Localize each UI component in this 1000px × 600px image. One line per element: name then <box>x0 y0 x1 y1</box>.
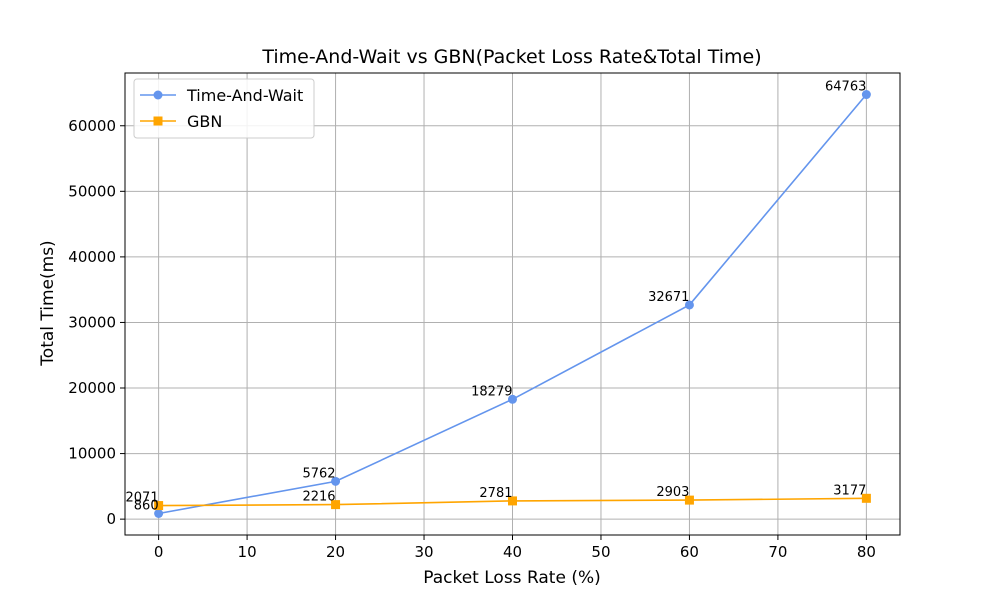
gbn-data-label: 2216 <box>302 490 335 505</box>
time-and-wait-data-label: 5762 <box>302 466 335 481</box>
x-tick-label: 50 <box>591 543 610 561</box>
gbn-point <box>508 496 517 506</box>
gbn-data-label: 2903 <box>656 485 689 500</box>
chart-title: Time-And-Wait vs GBN(Packet Loss Rate&To… <box>261 46 761 68</box>
gbn-data-label: 2781 <box>479 486 512 501</box>
y-tick-label: 60000 <box>68 117 116 135</box>
grid <box>125 73 900 535</box>
x-tick-label: 10 <box>238 543 257 561</box>
time-and-wait-point <box>331 476 341 486</box>
x-tick-label: 60 <box>680 543 699 561</box>
time-and-wait-data-label: 18279 <box>471 384 512 399</box>
gbn-legend-label: GBN <box>187 112 222 131</box>
x-tick-label: 0 <box>154 543 164 561</box>
legend: Time-And-Wait GBN <box>133 78 315 139</box>
gbn-legend-marker <box>153 116 163 126</box>
x-tick-label: 40 <box>503 543 522 561</box>
time-and-wait-legend-label: Time-And-Wait <box>186 86 303 105</box>
y-tick-label: 30000 <box>68 313 116 331</box>
time-and-wait-data-label: 860 <box>134 499 159 514</box>
time-and-wait-point <box>154 509 164 519</box>
x-axis-label: Packet Loss Rate (%) <box>423 568 601 588</box>
y-tick-label: 50000 <box>68 182 116 200</box>
x-tick-label: 30 <box>414 543 433 561</box>
y-tick-label: 10000 <box>68 445 116 463</box>
time-and-wait-point <box>861 90 871 100</box>
time-and-wait-data-label: 32671 <box>648 290 689 305</box>
gbn-point <box>861 493 871 503</box>
legend-box <box>133 78 315 139</box>
x-tick-label: 70 <box>768 543 787 561</box>
axis-ticks: 0 10 20 30 40 50 60 70 80 0 10000 20000 30000 40000 50… <box>68 117 876 561</box>
y-tick-label: 0 <box>106 510 116 528</box>
time-and-wait-legend-marker <box>153 90 163 100</box>
time-and-wait-point <box>684 300 694 310</box>
x-tick-label: 80 <box>857 543 876 561</box>
gbn-data-label: 3177 <box>833 483 866 498</box>
x-tick-label: 20 <box>326 543 345 561</box>
gbn-data-label: 2071 <box>126 491 159 506</box>
y-tick-label: 40000 <box>68 248 116 266</box>
y-axis-label: Total Time(ms) <box>38 240 58 366</box>
y-tick-label: 20000 <box>68 379 116 397</box>
data-labels: 860 5762 18279 32671 64763 2071 2216 2781 2903 31… <box>126 80 867 514</box>
gbn-point <box>684 495 694 505</box>
gbn-point <box>154 501 164 511</box>
gbn-point <box>331 500 341 510</box>
series-layer <box>154 90 871 519</box>
time-and-wait-point <box>508 394 517 404</box>
time-and-wait-data-label: 64763 <box>825 80 866 95</box>
